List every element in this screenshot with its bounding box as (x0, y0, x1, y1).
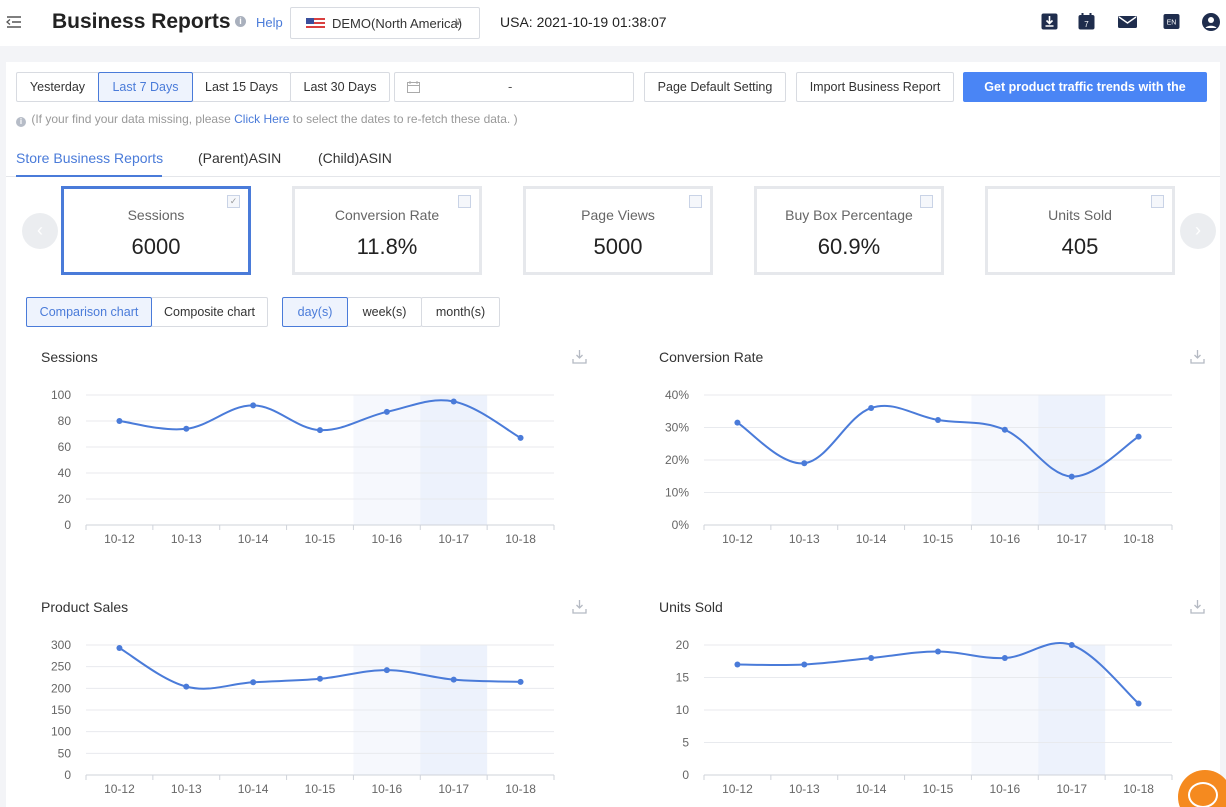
metric-checkbox[interactable] (689, 195, 702, 208)
granularity-day-button[interactable]: day(s) (282, 297, 348, 327)
language-icon[interactable]: EN (1163, 13, 1180, 30)
download-chart-icon[interactable] (1190, 599, 1205, 614)
range-last-30-days[interactable]: Last 30 Days (290, 72, 390, 102)
metric-checkbox[interactable] (1151, 195, 1164, 208)
carousel-next-button[interactable]: › (1180, 213, 1216, 249)
metric-value: 11.8% (356, 234, 418, 259)
range-last-7-days[interactable]: Last 7 Days (98, 72, 193, 102)
page-default-setting-button[interactable]: Page Default Setting (644, 72, 786, 102)
user-icon[interactable] (1202, 13, 1220, 31)
metric-card-units-sold[interactable]: Units Sold 405 (985, 186, 1175, 275)
chart-title-units-sold: Units Sold (659, 599, 723, 615)
metric-checkbox[interactable] (458, 195, 471, 208)
metric-card-sessions[interactable]: ✓ Sessions 6000 (61, 186, 251, 275)
tab-parent-asin[interactable]: (Parent)ASIN (198, 150, 282, 166)
range-yesterday[interactable]: Yesterday (16, 72, 99, 102)
metric-label: Conversion Rate (334, 207, 440, 223)
store-selector[interactable]: DEMO(North America) ∨ (290, 7, 480, 39)
info-icon: i (16, 117, 26, 127)
metric-value: 5000 (593, 234, 643, 259)
granularity-week-button[interactable]: week(s) (347, 297, 422, 327)
svg-text:7: 7 (1084, 20, 1089, 29)
top-header: Business Reports i Help DEMO(North Ameri… (0, 0, 1226, 46)
mail-icon[interactable] (1118, 13, 1137, 30)
carousel-prev-button[interactable]: ‹ (22, 213, 58, 249)
metric-checkbox[interactable]: ✓ (227, 195, 240, 208)
import-business-report-button[interactable]: Import Business Report (796, 72, 954, 102)
click-here-link[interactable]: Click Here (234, 112, 290, 126)
tab-child-asin[interactable]: (Child)ASIN (318, 150, 392, 166)
help-link[interactable]: Help (256, 15, 283, 30)
composite-chart-button[interactable]: Composite chart (151, 297, 268, 327)
comparison-chart-button[interactable]: Comparison chart (26, 297, 152, 327)
active-tab-indicator (16, 175, 162, 177)
report-tabs: Store Business Reports (Parent)ASIN (Chi… (6, 144, 1220, 177)
svg-text:EN: EN (1167, 20, 1177, 27)
tab-store-business-reports[interactable]: Store Business Reports (16, 150, 164, 166)
store-label: DEMO(North America) (332, 16, 463, 31)
chart-title-sessions: Sessions (41, 349, 98, 365)
granularity-month-button[interactable]: month(s) (421, 297, 500, 327)
download-icon[interactable] (1041, 13, 1058, 30)
metric-label: Sessions (127, 207, 185, 223)
metric-value: 405 (1061, 234, 1099, 259)
metric-label: Page Views (581, 207, 655, 223)
date-range-picker[interactable]: - (394, 72, 634, 102)
chat-bubble-icon (1188, 782, 1218, 807)
chevron-down-icon: ∨ (454, 16, 463, 28)
missing-data-notice: i (If your find your data missing, pleas… (16, 112, 518, 127)
date-separator: - (508, 79, 513, 94)
download-chart-icon[interactable] (572, 599, 587, 614)
download-chart-icon[interactable] (572, 349, 587, 364)
page-title: Business Reports (52, 10, 231, 33)
calendar-icon[interactable]: 7 (1078, 13, 1095, 30)
metric-label: Buy Box Percentage (785, 207, 913, 223)
calendar-icon (407, 81, 420, 93)
metric-label: Units Sold (1048, 207, 1112, 223)
range-last-15-days[interactable]: Last 15 Days (192, 72, 291, 102)
metric-checkbox[interactable] (920, 195, 933, 208)
metric-card-page-views[interactable]: Page Views 5000 (523, 186, 713, 275)
chart-title-product-sales: Product Sales (41, 599, 129, 615)
chart-title-conversion-rate: Conversion Rate (659, 349, 764, 365)
chat-support-button[interactable] (1178, 770, 1226, 807)
get-plugin-button[interactable]: Get product traffic trends with the plug… (963, 72, 1207, 122)
metric-card-buy-box-percentage[interactable]: Buy Box Percentage 60.9% (754, 186, 944, 275)
metric-card-conversion-rate[interactable]: Conversion Rate 11.8% (292, 186, 482, 275)
menu-collapse-icon[interactable] (6, 14, 22, 30)
current-datetime: USA: 2021-10-19 01:38:07 (500, 14, 667, 30)
us-flag-icon (306, 18, 325, 30)
metric-value: 6000 (131, 234, 181, 259)
info-icon[interactable]: i (235, 16, 246, 27)
metric-value: 60.9% (817, 234, 881, 259)
download-chart-icon[interactable] (1190, 349, 1205, 364)
